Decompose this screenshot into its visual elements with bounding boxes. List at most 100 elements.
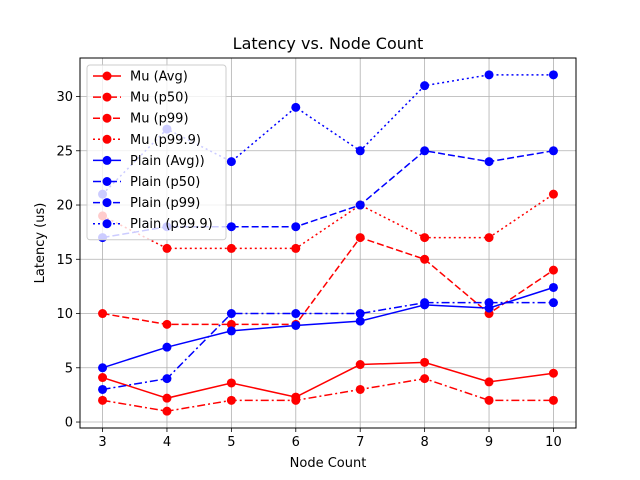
series-line xyxy=(102,236,554,326)
y-tick-label: 10 xyxy=(56,307,73,322)
data-point xyxy=(162,374,172,384)
data-point xyxy=(548,189,558,199)
data-point xyxy=(355,316,365,326)
data-point xyxy=(355,233,365,243)
legend-marker xyxy=(102,177,112,186)
data-point xyxy=(98,373,108,383)
data-point xyxy=(355,309,365,319)
data-point xyxy=(355,360,365,370)
data-point xyxy=(226,378,236,388)
data-point xyxy=(291,309,301,319)
series-line xyxy=(102,286,554,369)
data-point xyxy=(162,406,172,416)
data-point xyxy=(98,309,108,319)
data-point xyxy=(548,298,558,308)
legend-marker xyxy=(102,92,112,102)
series-2 xyxy=(98,374,558,416)
data-point xyxy=(484,233,494,243)
data-point xyxy=(162,342,172,352)
data-point xyxy=(484,157,494,167)
series-layer xyxy=(98,70,558,416)
x-tick-label: 4 xyxy=(163,435,171,450)
data-point xyxy=(420,374,430,384)
x-axis-label: Node Count xyxy=(290,456,367,471)
legend-label: Plain (Avg)) xyxy=(130,154,205,169)
data-point xyxy=(226,319,236,329)
data-point xyxy=(484,377,494,387)
legend-marker xyxy=(102,71,112,81)
series-line xyxy=(102,301,554,391)
grid-lines xyxy=(80,58,576,428)
x-tick-label: 3 xyxy=(98,435,106,450)
y-tick-label: 25 xyxy=(56,144,73,159)
series-line xyxy=(102,361,554,399)
legend-item: Plain (p50) xyxy=(93,175,200,190)
legend-label: Mu (p99) xyxy=(130,112,189,127)
data-point xyxy=(162,319,172,329)
data-point xyxy=(226,243,236,253)
y-axis-label: Latency (us) xyxy=(33,203,48,284)
legend-marker xyxy=(102,134,112,144)
legend-label: Plain (p99.9) xyxy=(130,217,213,232)
legend-item: Plain (p99.9) xyxy=(93,217,213,232)
data-point xyxy=(484,395,494,405)
data-point xyxy=(226,309,236,319)
legend-marker xyxy=(102,155,112,165)
data-point xyxy=(226,326,236,336)
data-point xyxy=(548,146,558,156)
data-point xyxy=(226,222,236,232)
data-point xyxy=(291,102,301,112)
legend-marker xyxy=(102,113,112,123)
legend-label: Mu (Avg) xyxy=(130,70,188,85)
series-6 xyxy=(98,298,558,394)
legend-marker xyxy=(102,198,112,208)
data-point xyxy=(420,233,430,243)
data-point xyxy=(291,320,301,330)
axis-ticks: 3 4 5 6 7 8 9 10 0 5 10 15 20 25 30 xyxy=(56,90,561,450)
data-point xyxy=(420,146,430,156)
x-tick-label: 8 xyxy=(420,435,428,450)
x-tick-label: 9 xyxy=(485,435,493,450)
data-point xyxy=(548,282,558,292)
data-point xyxy=(355,384,365,394)
legend-box xyxy=(86,64,227,241)
data-point xyxy=(291,222,301,232)
x-tick-label: 5 xyxy=(227,435,235,450)
data-point xyxy=(484,298,494,308)
data-point xyxy=(548,70,558,80)
data-point xyxy=(226,157,236,167)
data-point xyxy=(291,243,301,253)
legend-item: Mu (Avg) xyxy=(93,70,188,85)
data-point xyxy=(226,395,236,405)
legend-item: Mu (p99.9) xyxy=(93,133,201,148)
data-point xyxy=(420,298,430,308)
data-point xyxy=(98,395,108,405)
data-point xyxy=(98,363,108,373)
y-tick-label: 20 xyxy=(56,199,73,214)
chart-title: Latency vs. Node Count xyxy=(233,34,424,53)
data-point xyxy=(420,81,430,91)
x-tick-label: 6 xyxy=(292,435,300,450)
legend-item: Plain (p99) xyxy=(93,196,200,211)
legend-item: Mu (p50) xyxy=(93,91,189,106)
x-tick-label: 10 xyxy=(545,435,562,450)
legend-label: Plain (p99) xyxy=(130,196,200,211)
y-tick-label: 15 xyxy=(56,253,73,268)
x-tick-label: 7 xyxy=(356,435,364,450)
y-tick-label: 30 xyxy=(56,90,73,105)
legend-item: Mu (p99) xyxy=(93,112,189,127)
legend: Mu (Avg) Mu (p50) Mu (p99) Mu (p99.9) Plain … xyxy=(86,64,227,241)
data-point xyxy=(548,265,558,275)
data-point xyxy=(162,393,172,403)
y-tick-label: 0 xyxy=(65,416,73,431)
legend-label: Mu (p50) xyxy=(130,91,189,106)
data-point xyxy=(355,146,365,156)
legend-label: Mu (p99.9) xyxy=(130,133,201,148)
data-point xyxy=(162,243,172,253)
data-point xyxy=(420,254,430,264)
data-point xyxy=(98,384,108,394)
data-point xyxy=(420,357,430,367)
legend-marker xyxy=(102,219,112,229)
legend-item: Plain (Avg)) xyxy=(93,154,205,169)
